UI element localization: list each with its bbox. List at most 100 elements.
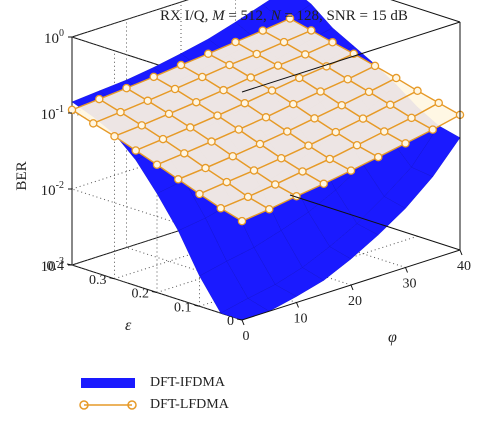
gridline-z: [71, 188, 243, 245]
lfdma-data-point: [201, 163, 210, 173]
lfdma-data-point: [240, 98, 249, 108]
lfdma-data-point: [304, 141, 313, 150]
lfdma-data-point: [407, 113, 416, 123]
phi-tick-mark: [350, 284, 354, 291]
phi-tick-mark: [459, 249, 463, 256]
eps-tick-mark: [236, 318, 243, 321]
lfdma-data-point: [243, 192, 253, 202]
phi-tick-mark: [405, 267, 408, 273]
lfdma-data-point: [385, 100, 395, 110]
gridline-z: [71, 36, 243, 93]
phi-tick-label: 30: [403, 277, 417, 292]
lfdma-data-point: [285, 14, 295, 23]
z-axis-label: BER: [14, 161, 30, 190]
lfdma-data-point: [234, 125, 243, 134]
lfdma-data-point: [131, 146, 140, 155]
lfdma-data-point: [176, 60, 186, 70]
lfdma-data-point: [122, 83, 131, 93]
lfdma-data-point: [306, 26, 316, 35]
lfdma-data-point: [228, 151, 237, 161]
eps-tick-mark: [151, 291, 158, 293]
lfdma-data-point: [225, 60, 234, 70]
lfdma-data-point: [352, 140, 362, 150]
lfdma-data-point: [213, 111, 222, 120]
lfdma-data-point: [310, 114, 319, 123]
lfdma-data-point: [89, 119, 98, 128]
lfdma-data-point: [237, 216, 247, 226]
lfdma-data-point: [294, 73, 304, 83]
lfdma-data-point: [279, 37, 289, 47]
lfdma-data-point: [401, 139, 410, 148]
lfdma-data-point: [428, 125, 437, 134]
legend-label-dft-lfdma: DFT-LFDMA: [150, 397, 229, 412]
lfdma-data-point: [67, 105, 77, 115]
eps-tick-label: 0.2: [132, 287, 150, 302]
phi-tick-mark: [296, 302, 299, 308]
eps-tick-label: 0.1: [174, 300, 192, 315]
legend-item-dft-ifdma: DFT-IFDMA: [78, 372, 229, 394]
phi-tick-label: 40: [457, 259, 471, 274]
lfdma-data-point: [282, 127, 292, 136]
lfdma-data-point: [298, 167, 307, 176]
lfdma-data-point: [191, 97, 201, 107]
box-edge: [390, 0, 461, 23]
phi-tick-mark: [241, 319, 245, 326]
lfdma-data-point: [300, 50, 310, 59]
lfdma-data-point: [319, 179, 328, 189]
legend-item-dft-lfdma: DFT-LFDMA: [78, 394, 229, 416]
lfdma-data-point: [364, 87, 374, 97]
box-edge: [289, 194, 461, 251]
eps-tick-mark: [109, 277, 115, 280]
lfdma-data-point: [316, 87, 325, 96]
lfdma-data-point: [370, 61, 380, 71]
lfdma-data-point: [185, 123, 195, 132]
lfdma-data-point: [273, 61, 283, 70]
eps-tick-mark: [194, 304, 200, 307]
legend: DFT-IFDMA DFT-LFDMA: [78, 372, 229, 416]
lfdma-data-point: [255, 139, 265, 149]
lfdma-data-point: [252, 49, 261, 59]
z-tick-label: 100: [44, 28, 64, 47]
surface-dft-lfdma: [67, 14, 465, 226]
legend-label-dft-ifdma: DFT-IFDMA: [150, 375, 225, 390]
lfdma-data-point: [331, 127, 340, 137]
lfdma-data-point: [207, 137, 216, 146]
phi-axis-label: φ: [388, 329, 397, 346]
z-tick-label: 10-1: [41, 104, 64, 123]
lfdma-data-point: [261, 113, 271, 122]
lfdma-data-point: [270, 180, 280, 189]
lfdma-data-point: [373, 152, 383, 162]
z-tick-label: 10-3: [41, 256, 64, 275]
lfdma-data-point: [276, 153, 286, 163]
lfdma-data-point: [170, 84, 180, 94]
chart-title: RX I/Q, M = 512, N = 128, SNR = 15 dB: [160, 8, 408, 24]
lfdma-data-point: [164, 109, 174, 119]
lfdma-data-point: [267, 86, 277, 95]
eps-tick-label: 0.4: [47, 259, 65, 274]
lfdma-data-point: [195, 189, 204, 199]
eps-tick-mark: [66, 263, 73, 266]
lfdma-data-point: [264, 204, 274, 214]
gridline-z: [71, 264, 243, 321]
lfdma-data-point: [358, 114, 368, 123]
lfdma-data-point: [434, 98, 443, 108]
box-edge: [71, 0, 189, 38]
lfdma-data-point: [222, 177, 231, 187]
gridline-phi: [126, 247, 297, 303]
lfdma-data-point: [343, 75, 352, 84]
lfdma-data-point: [391, 73, 401, 83]
box-edge: [241, 21, 461, 93]
lfdma-data-point: [143, 96, 152, 106]
lfdma-data-point: [346, 166, 356, 175]
eps-tick-label: 0: [227, 314, 234, 329]
lfdma-data-point: [325, 154, 334, 164]
legend-swatch-dft-lfdma: [79, 400, 137, 410]
lfdma-data-point: [149, 72, 158, 82]
lfdma-data-point: [328, 38, 337, 47]
eps-tick-label: 0.3: [89, 273, 107, 288]
axis-labels: BER ε φ: [14, 161, 397, 346]
lfdma-data-point: [158, 134, 168, 144]
lfdma-data-point: [137, 121, 146, 130]
